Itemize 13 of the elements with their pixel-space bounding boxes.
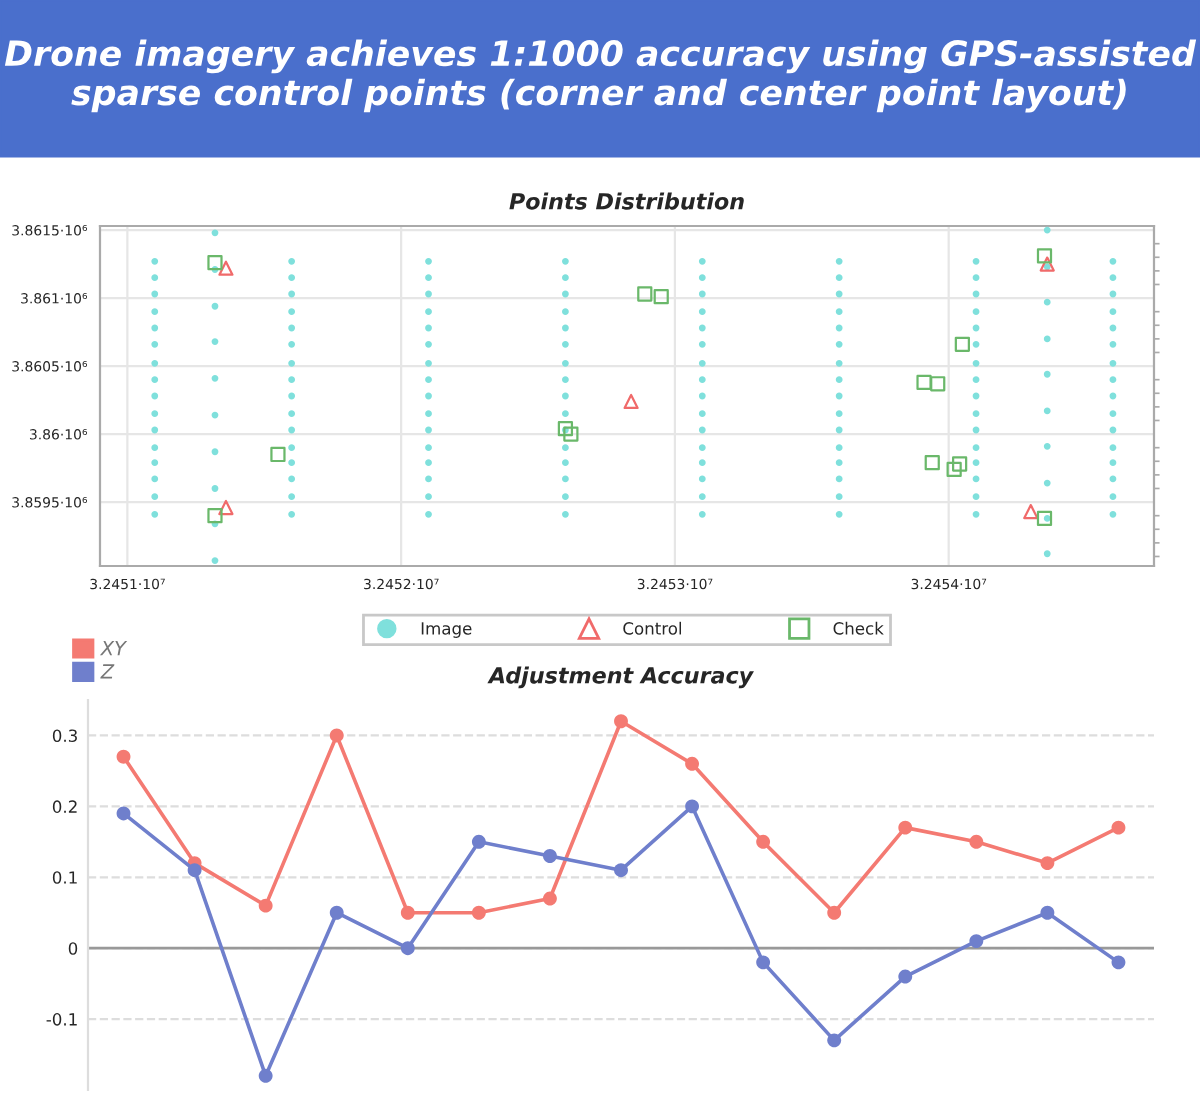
legend-label: Z	[100, 664, 115, 679]
chart-title: Points Distribution	[509, 192, 744, 210]
legend-label: Check	[833, 621, 884, 635]
legend-label: Control	[623, 621, 682, 635]
y-tick-label: 0.2	[52, 800, 77, 813]
text: Drone imagery achieves 1:1000 accuracy using GPS-assisted sparse control points (corner and center point layout)	[4, 39, 1197, 113]
y-tick-label: 0	[68, 942, 78, 955]
legend-label: Image	[421, 622, 472, 638]
legend-label: XY	[99, 640, 128, 656]
y-tick-label: -0.1	[46, 1013, 77, 1026]
y-tick-label: 0.1	[52, 871, 77, 884]
chart-title: Adjustment Accuracy	[487, 666, 754, 689]
y-tick-label: 0.3	[52, 729, 77, 743]
